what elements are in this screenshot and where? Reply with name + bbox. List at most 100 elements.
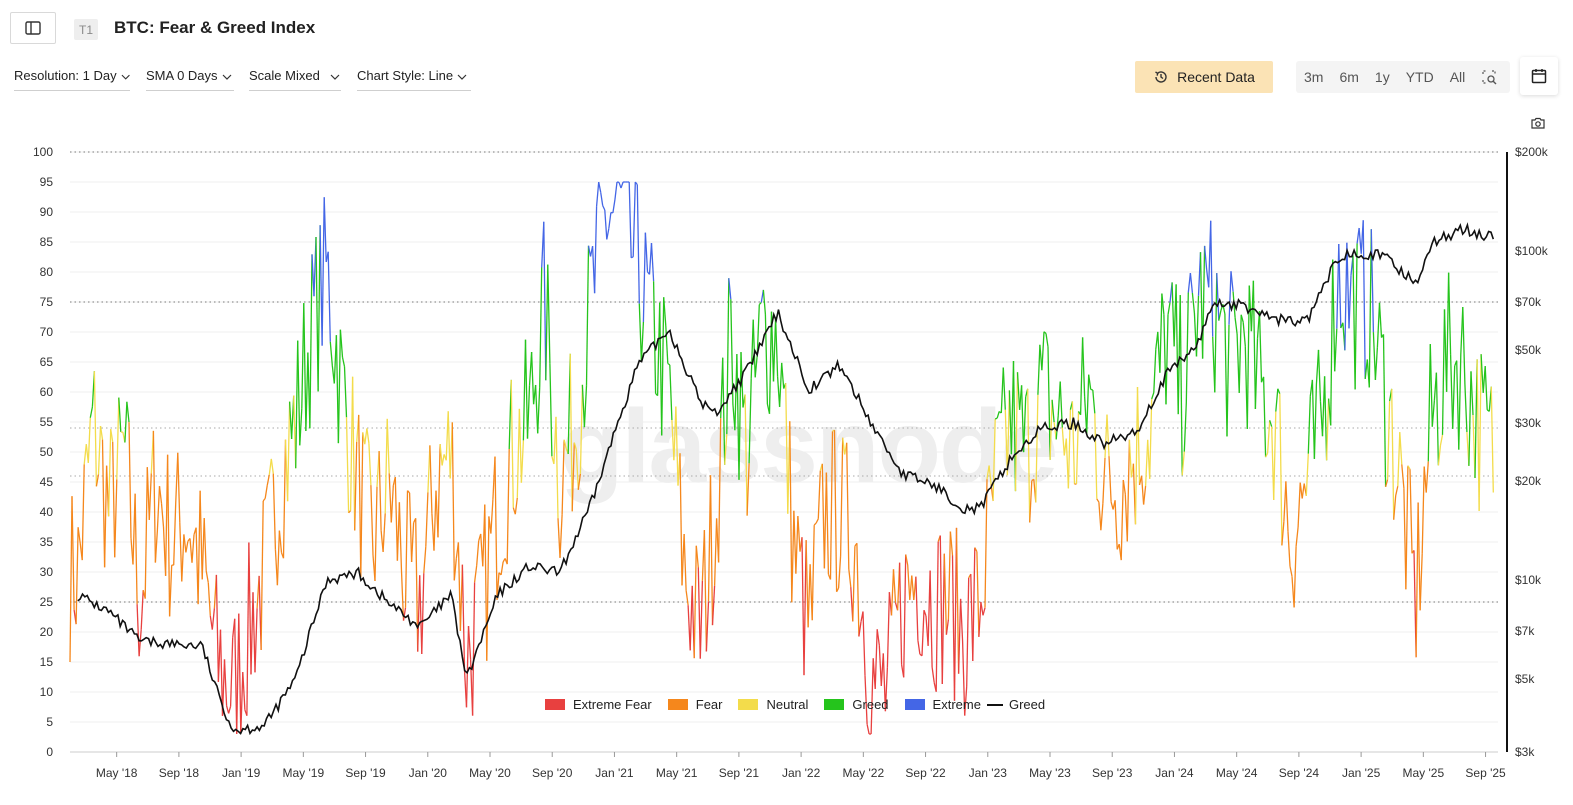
screenshot-button[interactable] [1528, 113, 1548, 133]
page-title: BTC: Fear & Greed Index [114, 18, 316, 37]
x-tick-label: May '23 [1029, 766, 1071, 780]
index-segment-greed [1191, 292, 1196, 313]
index-segment-greed [1000, 367, 1004, 414]
index-segment-greed [1429, 344, 1433, 427]
resolution-dropdown[interactable]: Resolution: 1 Day [14, 68, 130, 91]
index-segment-fear [817, 470, 821, 519]
index-segment-fear [848, 568, 852, 588]
range-ytd-button[interactable]: YTD [1405, 69, 1434, 85]
y-left-tick-label: 65 [40, 355, 54, 369]
index-segment-greed [1185, 292, 1189, 404]
index-segment-extreme-greed [634, 181, 638, 185]
index-segment-fear [185, 541, 189, 553]
recent-data-button[interactable]: Recent Data [1135, 61, 1273, 93]
y-right-tick-label: $3k [1515, 745, 1535, 759]
index-segment-fear [947, 531, 952, 620]
index-segment-greed [1449, 354, 1454, 429]
scale-dropdown[interactable]: Scale Mixed [249, 68, 341, 91]
index-segment-extreme-greed [1216, 273, 1220, 321]
index-segment-fear [370, 485, 374, 556]
index-segment-extreme-fear [229, 637, 234, 707]
index-segment-fear [156, 486, 161, 531]
index-segment-extreme-greed [1189, 273, 1194, 293]
index-segment-fear [494, 456, 498, 600]
index-segment-extreme-fear [921, 610, 925, 656]
index-segment-extreme-fear [953, 527, 958, 701]
index-segment-greed [1330, 259, 1334, 426]
sma-label: SMA 0 Days [146, 68, 218, 83]
zoom-select-button[interactable] [1473, 61, 1505, 93]
index-segment-fear [77, 527, 81, 544]
index-segment-fear [276, 530, 281, 586]
chart-style-label: Chart Style: Line [357, 68, 454, 83]
legend-neutral[interactable]: Neutral [738, 697, 808, 712]
camera-icon [1531, 117, 1545, 129]
index-segment-fear [146, 467, 150, 520]
index-segment-greed [1470, 371, 1474, 416]
y-left-tick-label: 45 [40, 475, 54, 489]
legend-fear[interactable]: Fear [667, 697, 722, 712]
index-segment-fear [398, 502, 403, 569]
index-segment-greed [1307, 396, 1311, 454]
index-series [69, 181, 1494, 735]
chart-style-dropdown[interactable]: Chart Style: Line [357, 68, 471, 91]
index-segment-extreme-fear [140, 590, 144, 630]
index-segment-fear [1142, 485, 1147, 505]
index-segment-fear [974, 547, 978, 552]
index-segment-neutral [1061, 427, 1065, 456]
index-segment-greed [1240, 314, 1244, 323]
index-segment-greed [726, 278, 730, 435]
date-picker-button[interactable] [1520, 57, 1558, 95]
x-tick-label: May '18 [96, 766, 138, 780]
index-segment-fear [282, 439, 287, 559]
index-segment-greed [1313, 384, 1318, 459]
legend-extreme-greed[interactable]: Extreme Greed [904, 697, 1045, 712]
index-segment-extreme-fear [471, 582, 476, 716]
index-segment-fear [191, 534, 195, 563]
index-segment-fear [514, 497, 518, 515]
index-segment-greed [1431, 400, 1436, 427]
index-segment-greed [1088, 374, 1092, 390]
index-segment-neutral [286, 401, 291, 502]
legend-extreme-fear[interactable]: Extreme Fear [545, 697, 652, 712]
index-segment-extreme-fear [219, 629, 224, 716]
index-segment-greed [774, 317, 779, 377]
range-1y-button[interactable]: 1y [1374, 69, 1390, 85]
legend-greed[interactable]: Greed [824, 697, 889, 712]
y-right-tick-label: $70k [1515, 295, 1542, 309]
index-segment-extreme-fear [972, 547, 976, 662]
range-6m-button[interactable]: 6m [1339, 69, 1359, 85]
index-segment-neutral [1181, 451, 1185, 476]
sma-dropdown[interactable]: SMA 0 Days [146, 68, 234, 91]
index-segment-extreme-fear [939, 535, 943, 685]
index-segment-neutral [1149, 398, 1153, 479]
index-segment-extreme-fear [234, 618, 238, 735]
index-segment-fear [1425, 461, 1429, 493]
index-segment-neutral [99, 425, 104, 440]
index-segment-greed [1201, 245, 1206, 359]
index-segment-fear [500, 561, 504, 575]
index-segment-greed [297, 340, 301, 446]
index-segment-extreme-greed [1370, 229, 1375, 333]
index-segment-fear [1417, 502, 1421, 611]
index-segment-neutral [116, 397, 120, 480]
index-segment-fear [348, 510, 352, 514]
chevron-down-icon [121, 74, 130, 80]
range-3m-button[interactable]: 3m [1304, 69, 1324, 85]
y-right-tick-label: $100k [1515, 244, 1549, 258]
x-tick-label: Sep '25 [1465, 766, 1506, 780]
index-segment-neutral [1478, 354, 1482, 511]
index-segment-fear [905, 554, 909, 566]
index-segment-extreme-fear [227, 706, 232, 714]
sidebar-toggle-button[interactable] [10, 12, 56, 44]
x-tick-label: May '22 [843, 766, 885, 780]
index-segment-extreme-fear [465, 626, 470, 708]
index-segment-extreme-fear [964, 686, 968, 716]
range-all-button[interactable]: All [1449, 69, 1466, 85]
index-segment-greed [781, 362, 785, 389]
index-segment-fear [793, 510, 797, 574]
index-segment-extreme-greed [1210, 220, 1214, 337]
index-segment-neutral [1006, 390, 1011, 476]
index-segment-neutral [345, 417, 350, 513]
index-segment-fear [805, 540, 809, 628]
